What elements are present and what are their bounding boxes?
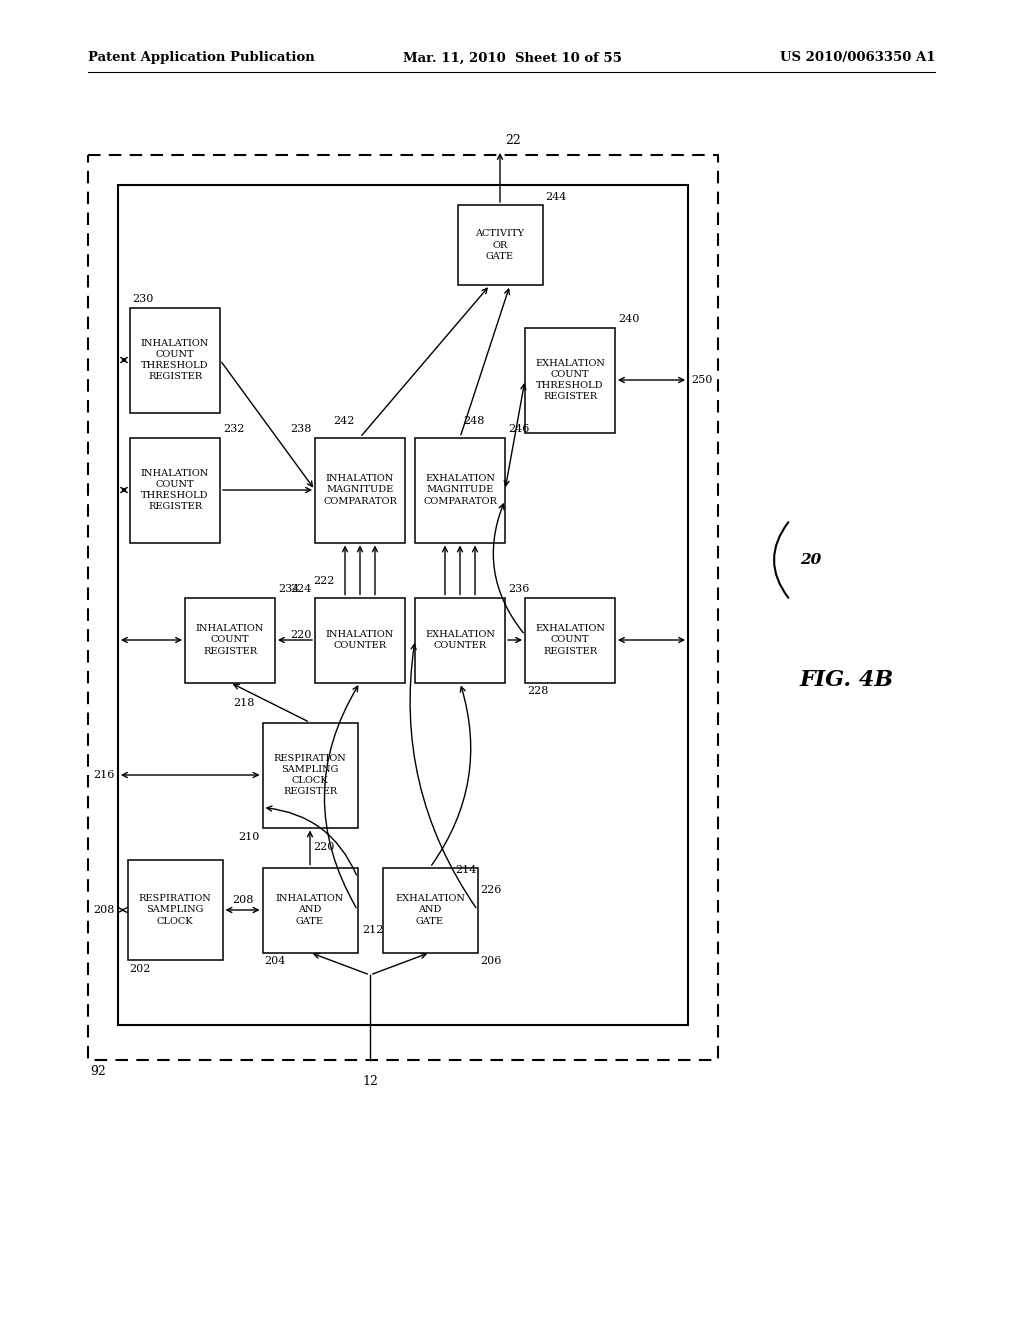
Text: EXHALATION
COUNT
THRESHOLD
REGISTER: EXHALATION COUNT THRESHOLD REGISTER [536,359,605,401]
Text: 232: 232 [223,425,245,434]
Text: 228: 228 [527,686,549,697]
Text: 248: 248 [463,416,484,425]
Text: 224: 224 [291,585,312,594]
Text: 208: 208 [93,906,115,915]
Bar [458,205,543,285]
Text: 204: 204 [264,957,286,966]
Bar [130,437,220,543]
Bar [315,437,406,543]
Text: ACTIVITY
OR
GATE: ACTIVITY OR GATE [475,230,524,260]
Text: RESPIRATION
SAMPLING
CLOCK
REGISTER: RESPIRATION SAMPLING CLOCK REGISTER [273,754,346,796]
Bar [525,327,615,433]
Text: 246: 246 [508,425,529,434]
Text: 20: 20 [800,553,821,568]
Text: 250: 250 [691,375,713,385]
Text: 238: 238 [291,425,312,434]
Text: EXHALATION
MAGNITUDE
COMPARATOR: EXHALATION MAGNITUDE COMPARATOR [423,474,497,506]
Bar [118,185,688,1026]
Text: 240: 240 [618,314,639,325]
Bar [525,598,615,682]
Bar [262,867,357,953]
Text: 202: 202 [129,964,151,974]
Bar [128,861,222,960]
Text: 236: 236 [508,585,529,594]
Text: 242: 242 [334,416,355,425]
Text: EXHALATION
AND
GATE: EXHALATION AND GATE [395,895,465,925]
Text: 12: 12 [362,1074,378,1088]
Text: RESPIRATION
SAMPLING
CLOCK: RESPIRATION SAMPLING CLOCK [138,895,211,925]
Text: 220: 220 [291,630,312,640]
Text: 206: 206 [480,957,502,966]
Text: INHALATION
COUNTER: INHALATION COUNTER [326,630,394,649]
Text: 244: 244 [546,191,567,202]
Text: INHALATION
COUNT
THRESHOLD
REGISTER: INHALATION COUNT THRESHOLD REGISTER [141,339,209,381]
Text: EXHALATION
COUNTER: EXHALATION COUNTER [425,630,495,649]
Text: 210: 210 [239,832,259,842]
Text: US 2010/0063350 A1: US 2010/0063350 A1 [779,51,935,65]
Text: 22: 22 [505,135,521,147]
Bar [262,722,357,828]
Text: 212: 212 [362,925,384,935]
Text: 216: 216 [93,770,115,780]
Bar [315,598,406,682]
Text: 222: 222 [313,576,335,586]
Text: 226: 226 [480,884,502,895]
Text: INHALATION
COUNT
REGISTER: INHALATION COUNT REGISTER [196,624,264,656]
Text: INHALATION
COUNT
THRESHOLD
REGISTER: INHALATION COUNT THRESHOLD REGISTER [141,469,209,511]
Text: FIG. 4B: FIG. 4B [800,669,894,690]
Text: Mar. 11, 2010  Sheet 10 of 55: Mar. 11, 2010 Sheet 10 of 55 [402,51,622,65]
Bar [88,154,718,1060]
Text: 220: 220 [313,842,335,853]
Text: 234: 234 [278,585,299,594]
Text: 230: 230 [132,294,154,305]
Text: INHALATION
AND
GATE: INHALATION AND GATE [275,895,344,925]
Bar [415,437,505,543]
Bar [383,867,477,953]
Bar [415,598,505,682]
Text: Patent Application Publication: Patent Application Publication [88,51,314,65]
Bar [185,598,275,682]
Text: 218: 218 [233,697,254,708]
Bar [130,308,220,412]
Text: INHALATION
MAGNITUDE
COMPARATOR: INHALATION MAGNITUDE COMPARATOR [323,474,397,506]
Text: EXHALATION
COUNT
REGISTER: EXHALATION COUNT REGISTER [536,624,605,656]
Text: 214: 214 [455,865,476,875]
Text: 92: 92 [90,1065,105,1078]
Text: 208: 208 [231,895,253,906]
